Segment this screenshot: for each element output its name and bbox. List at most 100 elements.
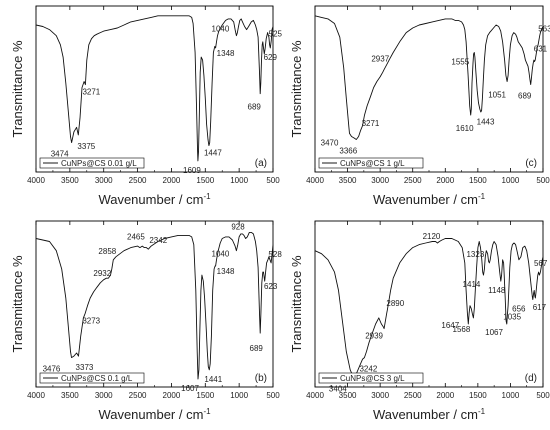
panel-a: 4000 3500 3000 2500 2000 1500 1000 500 3474 3375 3… (10, 5, 283, 207)
peak-label: 528 (268, 250, 282, 259)
panel-label: (c) (525, 158, 537, 169)
legend-label: CuNPs@CS 1 g/L (340, 159, 405, 168)
spectrum-line-c (314, 15, 544, 140)
x-tick-label: 3500 (61, 176, 79, 185)
plot-frame (35, 5, 274, 173)
peak-label: 617 (533, 303, 547, 312)
x-tick-label: 2500 (404, 391, 422, 400)
x-axis-label: Wavenumber / cm-1 (373, 407, 486, 422)
peak-label: 1555 (451, 57, 469, 66)
x-axis-label-sup: -1 (203, 407, 211, 416)
x-tick-label: 500 (536, 176, 550, 185)
x-axis-label-text: Wavenumber / cm (98, 192, 203, 207)
plot-frame (314, 220, 544, 388)
x-tick-label: 1500 (469, 176, 487, 185)
peak-label: 3373 (76, 363, 94, 372)
peak-label: 3273 (82, 316, 100, 325)
x-tick-label: 1000 (502, 176, 520, 185)
peak-label: 1323 (466, 250, 484, 259)
peak-label: 689 (250, 344, 264, 353)
x-tick-label: 2000 (436, 176, 454, 185)
peak-label: 3470 (321, 138, 339, 147)
x-tick-label: 4000 (27, 391, 45, 400)
legend-box (39, 372, 145, 384)
legend-box (39, 157, 145, 169)
x-tick-label: 1000 (230, 176, 248, 185)
x-axis-label-text: Wavenumber / cm (373, 192, 478, 207)
peak-label: 2120 (423, 232, 441, 241)
x-tick-label: 2500 (129, 391, 147, 400)
peak-label: 567 (534, 259, 548, 268)
peak-label: 629 (264, 53, 278, 62)
x-axis-label-sup: -1 (478, 407, 486, 416)
peak-label: 1148 (488, 286, 506, 295)
x-tick-label: 4000 (27, 176, 45, 185)
y-axis-label: Transmittance % (289, 40, 304, 137)
y-axis-label: Transmittance % (289, 255, 304, 352)
plot-frame (314, 5, 544, 173)
peak-label: 3375 (77, 142, 95, 151)
peak-label: 689 (518, 92, 532, 101)
spectrum-line-a (35, 15, 274, 162)
peak-label: 3476 (43, 365, 61, 374)
x-tick-label: 3500 (339, 176, 357, 185)
peak-label: 623 (264, 282, 278, 291)
x-tick-label: 1500 (196, 176, 214, 185)
x-tick-label: 2000 (163, 391, 181, 400)
x-axis-label-sup: -1 (203, 192, 211, 201)
x-tick-label: 1500 (196, 391, 214, 400)
peak-label: 656 (512, 305, 526, 314)
peak-label: 1443 (477, 118, 495, 127)
peak-label: 1051 (488, 90, 506, 99)
x-axis-label-text: Wavenumber / cm (98, 407, 203, 422)
peak-label: 1607 (181, 384, 199, 393)
peak-label: 3474 (51, 150, 69, 159)
peak-label: 1568 (453, 325, 471, 334)
peak-label: 2858 (98, 247, 116, 256)
x-tick-label: 3000 (95, 176, 113, 185)
peak-label: 2342 (149, 236, 167, 245)
spectrum-line-b (35, 231, 274, 380)
peak-label: 563 (538, 25, 550, 34)
peak-label: 2465 (127, 233, 145, 242)
legend-box (318, 157, 424, 169)
x-tick-label: 4000 (306, 391, 324, 400)
x-tick-label: 1500 (469, 391, 487, 400)
peak-label: 3366 (339, 147, 357, 156)
peak-label: 928 (231, 222, 245, 231)
peak-label: 1414 (463, 280, 481, 289)
peak-label: 1040 (212, 250, 230, 259)
x-tick-label: 500 (536, 391, 550, 400)
x-tick-label: 500 (266, 391, 280, 400)
x-tick-label: 3000 (371, 176, 389, 185)
x-tick-label: 4000 (306, 176, 324, 185)
x-tick-label: 3500 (339, 391, 357, 400)
peak-label: 1441 (204, 375, 222, 384)
peak-label: 1610 (456, 124, 474, 133)
panel-label: (d) (525, 373, 537, 384)
x-tick-label: 2500 (129, 176, 147, 185)
x-axis-label-text: Wavenumber / cm (373, 407, 478, 422)
peak-label: 1035 (503, 313, 521, 322)
peak-label: 1447 (204, 149, 222, 158)
peak-label: 689 (248, 103, 262, 112)
peak-label: 2939 (365, 332, 383, 341)
x-tick-label: 1000 (230, 391, 248, 400)
peak-label: 1348 (217, 49, 235, 58)
panel-label: (b) (255, 373, 267, 384)
x-axis-label: Wavenumber / cm-1 (98, 407, 211, 422)
x-axis-label: Wavenumber / cm-1 (98, 192, 211, 207)
legend-box (318, 372, 424, 384)
peak-label: 1647 (441, 321, 459, 330)
peak-label: 1609 (183, 166, 201, 175)
peak-label: 3404 (329, 384, 347, 393)
peak-label: 2890 (386, 299, 404, 308)
peak-label: 1348 (217, 267, 235, 276)
peak-label: 3242 (359, 365, 377, 374)
panel-d: 4000 3500 3000 2500 2000 1500 1000 500 3404 3242 2… (289, 220, 550, 422)
x-tick-label: 3000 (371, 391, 389, 400)
legend-label: CuNPs@CS 0.1 g/L (61, 374, 133, 383)
x-axis-label-sup: -1 (478, 192, 486, 201)
